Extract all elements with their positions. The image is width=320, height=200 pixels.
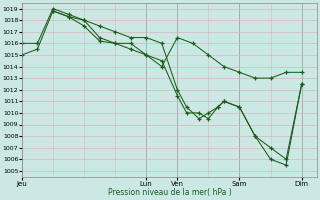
X-axis label: Pression niveau de la mer( hPa ): Pression niveau de la mer( hPa ) <box>108 188 231 197</box>
